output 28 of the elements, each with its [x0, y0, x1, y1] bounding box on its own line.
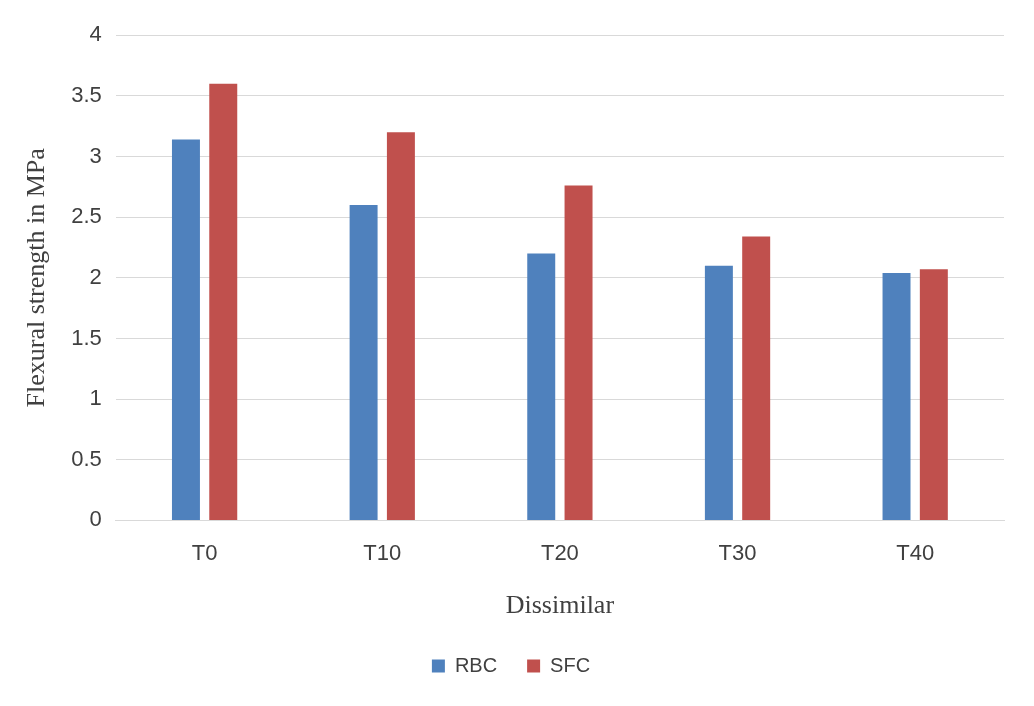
bar — [919, 269, 948, 520]
y-tick-label: 0.5 — [71, 445, 102, 471]
y-axis-title: Flexural strength in MPa — [21, 147, 51, 408]
x-tick-label: T30 — [718, 539, 757, 565]
y-tick-label: 3 — [89, 142, 102, 168]
legend-label: SFC — [550, 653, 591, 676]
y-tick-label: 2 — [89, 263, 102, 289]
bar — [209, 83, 238, 520]
y-tick-label: 1 — [89, 385, 102, 411]
y-tick-label: 2.5 — [71, 203, 102, 229]
x-axis-title: Dissimilar — [505, 590, 615, 620]
x-tick-label: T0 — [191, 539, 218, 565]
bar — [349, 205, 378, 520]
bar — [882, 272, 911, 520]
y-tick-label: 4 — [89, 21, 102, 47]
bar — [704, 265, 733, 520]
bar — [171, 139, 200, 520]
bar — [742, 236, 771, 520]
x-tick-label: T10 — [363, 539, 402, 565]
bar — [527, 253, 556, 520]
bar — [386, 132, 415, 520]
x-tick-label: T20 — [540, 539, 579, 565]
bar — [564, 185, 593, 520]
legend-label: RBC — [454, 653, 498, 676]
y-tick-label: 3.5 — [71, 81, 102, 107]
y-tick-label: 1.5 — [71, 324, 102, 350]
y-tick-label: 0 — [89, 506, 102, 532]
x-tick-label: T40 — [896, 539, 935, 565]
